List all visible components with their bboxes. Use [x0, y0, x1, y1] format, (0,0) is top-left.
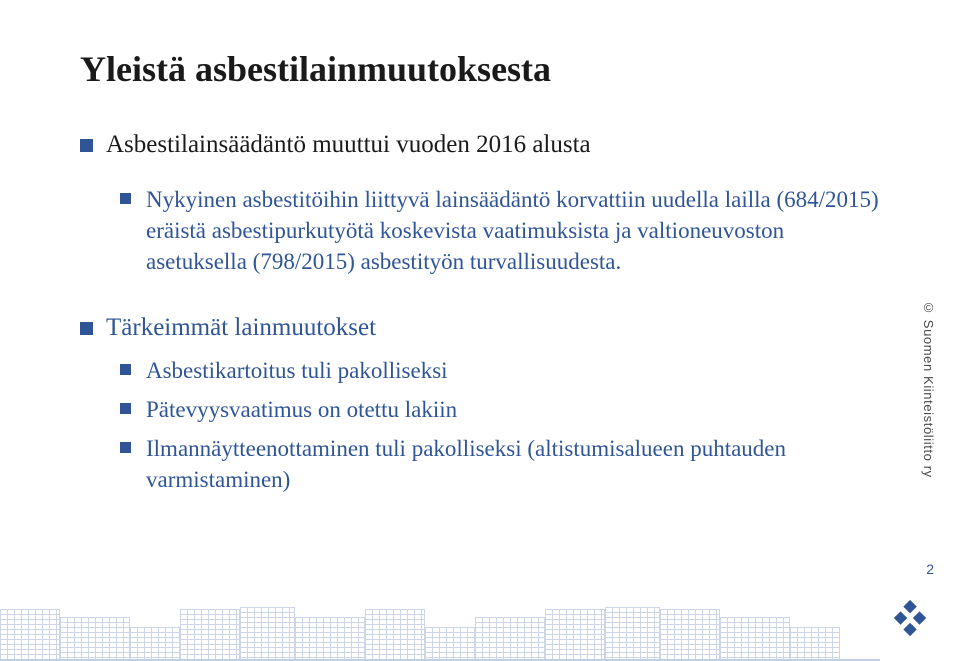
bullet-1: Asbestilainsäädäntö muuttui vuoden 2016 … [80, 128, 880, 162]
slide-title: Yleistä asbestilainmuutoksesta [80, 48, 880, 90]
bullet-1-1: Nykyinen asbestitöihin liittyvä lainsääd… [120, 184, 880, 277]
bullet-2-3: Ilmannäytteenottaminen tuli pakolliseksi… [120, 433, 880, 495]
page-number: 2 [926, 561, 934, 577]
bullet-2-2: Pätevyysvaatimus on otettu lakiin [120, 394, 880, 425]
footer-buildings [0, 597, 960, 661]
bullet-2: Tärkeimmät lainmuutokset [80, 311, 880, 345]
bullet-list: Asbestilainsäädäntö muuttui vuoden 2016 … [80, 128, 880, 495]
slide-root: Yleistä asbestilainmuutoksesta Asbestila… [0, 0, 960, 661]
bullet-2-1: Asbestikartoitus tuli pakolliseksi [120, 355, 880, 386]
copyright-vertical: © Suomen Kiinteistöliitto ry [921, 300, 936, 478]
